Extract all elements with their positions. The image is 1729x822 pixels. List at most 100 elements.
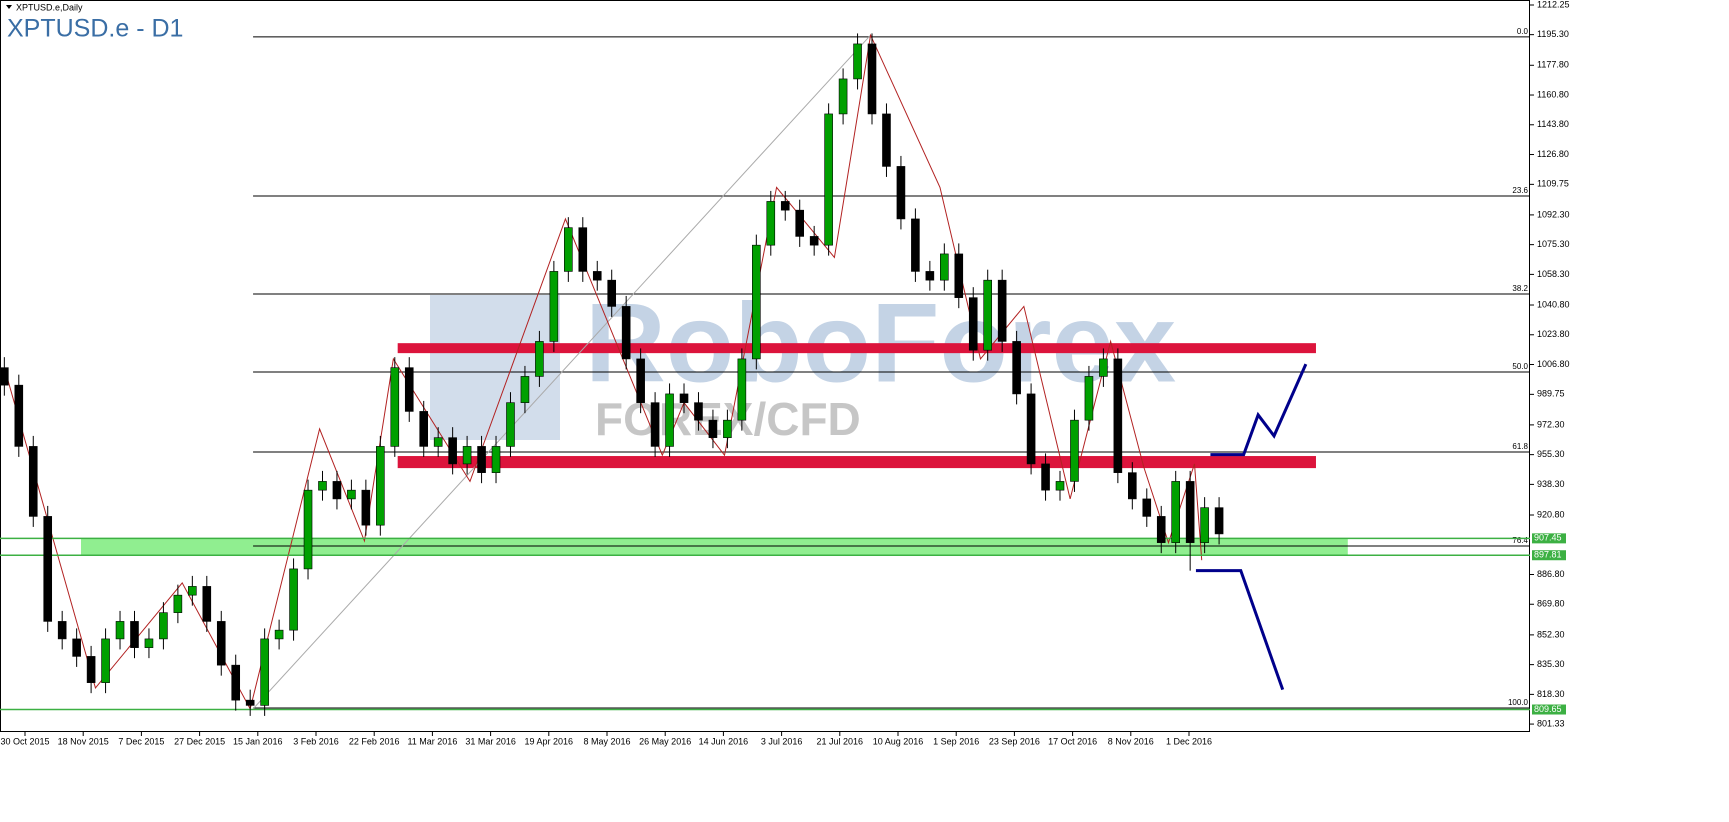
y-tick-label: 972.30 [1537, 419, 1565, 429]
fibo-label: 0.0 [1517, 27, 1529, 36]
candle-body [1171, 481, 1180, 543]
candle-body [188, 586, 197, 596]
candle-body [1156, 516, 1166, 543]
x-tick-label: 27 Dec 2015 [174, 736, 225, 746]
y-tick-label: 1092.30 [1537, 209, 1570, 219]
candle-body [332, 481, 342, 500]
candle-body [1214, 507, 1224, 535]
candle-body [419, 411, 429, 447]
menu-arrow [6, 5, 12, 9]
x-tick-label: 31 Mar 2016 [465, 736, 516, 746]
candle-body [347, 489, 356, 500]
candle-body [766, 201, 776, 246]
x-tick-label: 19 Apr 2016 [525, 736, 574, 746]
y-tick-label: 852.30 [1537, 629, 1565, 639]
candle-body [86, 656, 96, 683]
candle-body [231, 664, 241, 701]
candle-body [101, 638, 110, 683]
price-tag-label: 809.65 [1534, 704, 1562, 714]
zone [397, 456, 1316, 469]
candle-body [853, 43, 862, 80]
y-tick-label: 1195.30 [1537, 29, 1569, 39]
candle-body [694, 402, 703, 421]
candle-body [1084, 376, 1094, 421]
y-tick-label: 955.30 [1537, 449, 1565, 459]
candle-body [159, 612, 168, 640]
candle-body [303, 489, 313, 570]
zone [397, 343, 1316, 354]
candle-body [968, 297, 978, 351]
candle-body [535, 341, 544, 377]
forecast-path [1210, 363, 1308, 457]
candle-body [621, 306, 631, 360]
chart-title: XPTUSD.e - D1 [7, 15, 183, 43]
candle-body [14, 384, 24, 447]
candle-body [882, 113, 891, 167]
candle-body [911, 218, 920, 272]
x-tick-label: 26 May 2016 [639, 736, 691, 746]
y-tick-label: 869.80 [1537, 599, 1565, 609]
y-tick-label: 818.30 [1537, 689, 1565, 699]
candle-body [274, 629, 284, 640]
candle-body [549, 271, 559, 342]
candle-body [130, 621, 139, 648]
candle-body [838, 78, 848, 115]
candle-body [564, 227, 573, 272]
candle-body [216, 621, 226, 666]
x-tick-label: 23 Sep 2016 [989, 736, 1040, 746]
fibo-label: 23.6 [1512, 186, 1528, 195]
fibo-label: 76.4 [1512, 536, 1528, 545]
x-tick-label: 21 Jul 2016 [817, 736, 864, 746]
candle-body [824, 113, 833, 246]
candle-body [1070, 419, 1079, 482]
candle-body [1200, 507, 1209, 543]
candle-body [462, 446, 472, 465]
candle-body [28, 446, 38, 517]
candle-body [144, 638, 154, 648]
candle-body [202, 586, 212, 622]
candle-body [477, 446, 486, 473]
candle-body [318, 481, 327, 491]
plot-frame [0, 0, 1530, 732]
candle-body [737, 358, 747, 421]
x-tick-label: 15 Jan 2016 [233, 736, 283, 746]
candle-body [983, 279, 993, 351]
candle-body [650, 402, 660, 447]
x-tick-label: 7 Dec 2015 [118, 736, 164, 746]
y-tick-label: 1006.80 [1537, 359, 1570, 369]
price-tag-label: 907.45 [1534, 533, 1562, 543]
price-tag-label: 897.81 [1534, 550, 1562, 560]
fibo-label: 38.2 [1512, 284, 1528, 293]
x-tick-label: 14 Jun 2016 [699, 736, 749, 746]
x-tick-label: 8 May 2016 [583, 736, 630, 746]
candle-body [1012, 341, 1021, 395]
x-tick-label: 22 Feb 2016 [349, 736, 400, 746]
y-tick-label: 1160.80 [1537, 89, 1569, 99]
y-tick-label: 1075.30 [1537, 239, 1570, 249]
y-tick-label: 1177.80 [1537, 60, 1569, 70]
candle-body [289, 568, 298, 631]
price-tag [1532, 533, 1566, 544]
symbol-label: XPTUSD.e,Daily [16, 2, 83, 12]
candle-body [376, 446, 385, 526]
x-tick-label: 30 Oct 2015 [0, 736, 49, 746]
candle-body [1128, 472, 1137, 500]
x-tick-label: 11 Mar 2016 [407, 736, 457, 746]
candle-body [173, 594, 183, 613]
forecast-path [1195, 569, 1285, 691]
x-tick-label: 18 Nov 2015 [58, 736, 109, 746]
candle-body [72, 638, 81, 657]
candle-body [997, 279, 1007, 342]
candle-body [245, 699, 255, 706]
candle-body [940, 253, 949, 281]
candle-body [925, 271, 935, 281]
price-tag [1532, 704, 1566, 715]
candle-body [578, 227, 588, 272]
y-tick-label: 886.80 [1537, 569, 1565, 579]
y-tick-label: 920.80 [1537, 509, 1565, 519]
candle-body [390, 367, 400, 447]
y-tick-label: 835.30 [1537, 659, 1565, 669]
candle-body [260, 638, 269, 706]
y-tick-label: 989.75 [1537, 389, 1565, 399]
y-tick-label: 801.33 [1537, 718, 1565, 728]
